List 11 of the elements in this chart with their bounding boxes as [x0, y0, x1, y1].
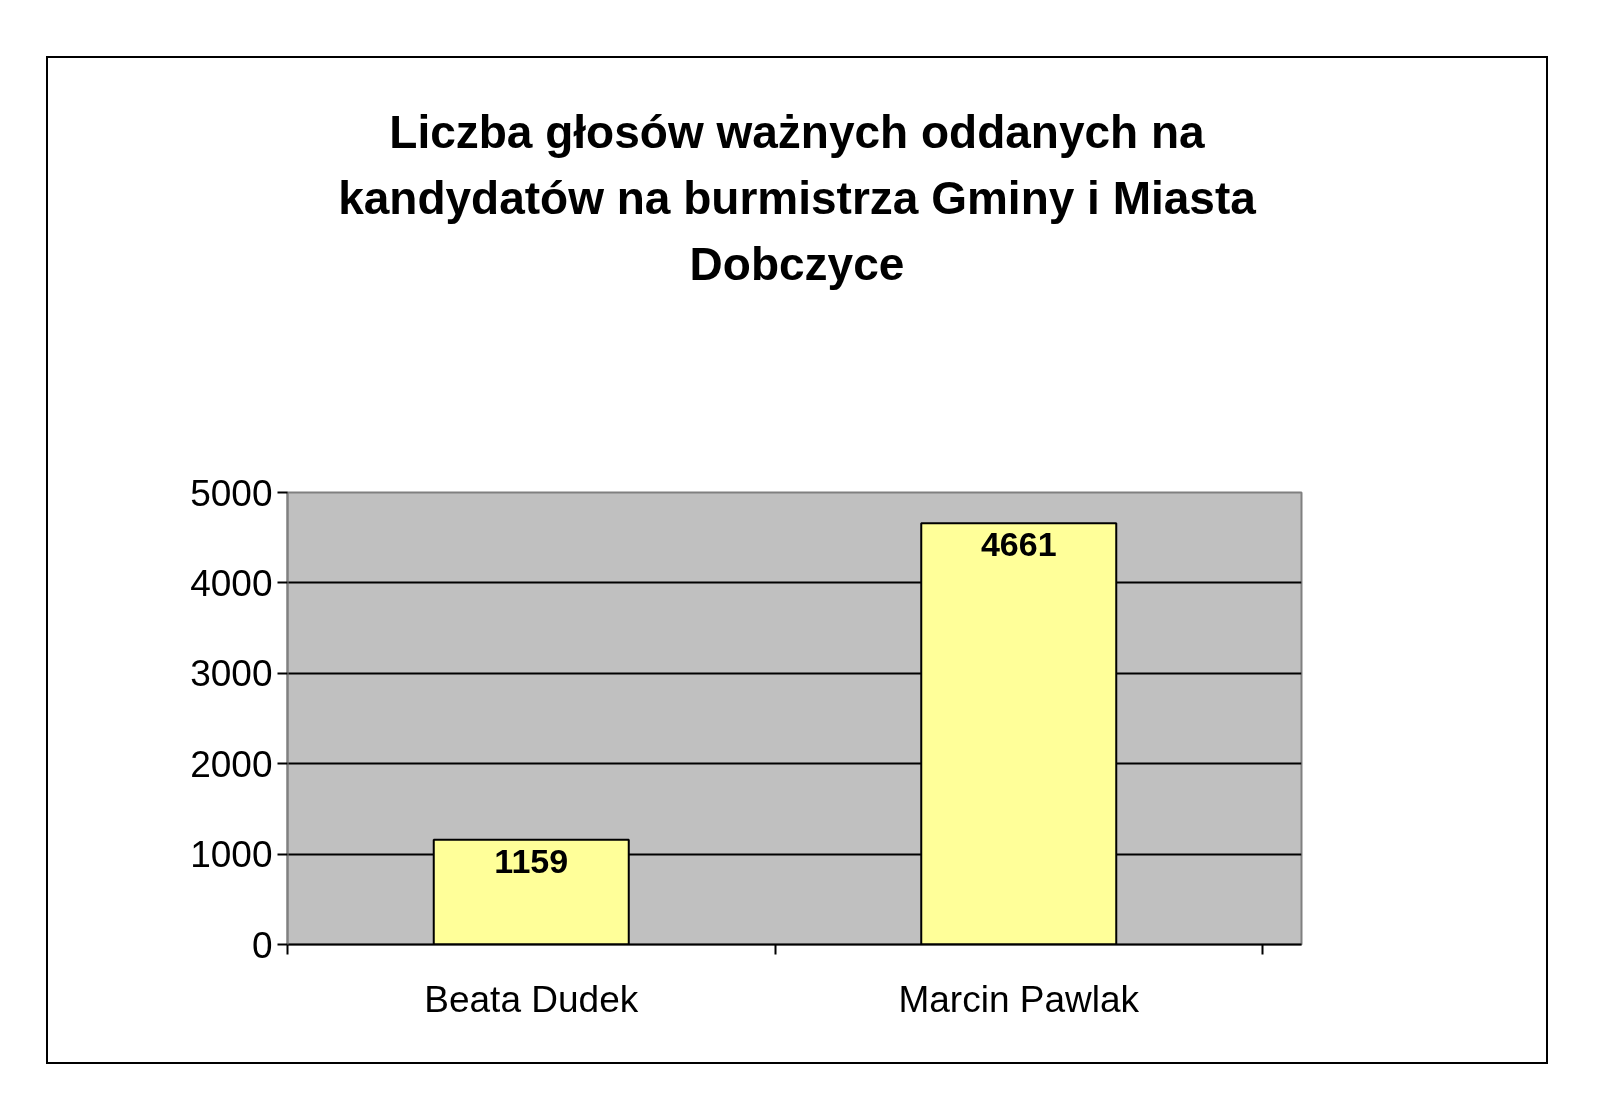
x-tick-label: Beata Dudek	[424, 978, 639, 1020]
y-tick-label: 0	[251, 924, 273, 966]
y-tick-label: 5000	[190, 472, 273, 514]
data-label: 4661	[980, 525, 1057, 564]
y-tick-label: 2000	[190, 743, 273, 785]
data-label: 1159	[494, 841, 569, 880]
y-tick-label: 3000	[190, 653, 273, 695]
y-tick-label: 4000	[190, 562, 273, 604]
chart-title: Liczba głosów ważnych oddanych na kandydatów na burmistrza Gminy i Miasta Dobczyce	[338, 105, 1256, 292]
y-tick-label: 1000	[190, 834, 273, 876]
x-tick-label: Marcin Pawlak	[898, 978, 1140, 1020]
